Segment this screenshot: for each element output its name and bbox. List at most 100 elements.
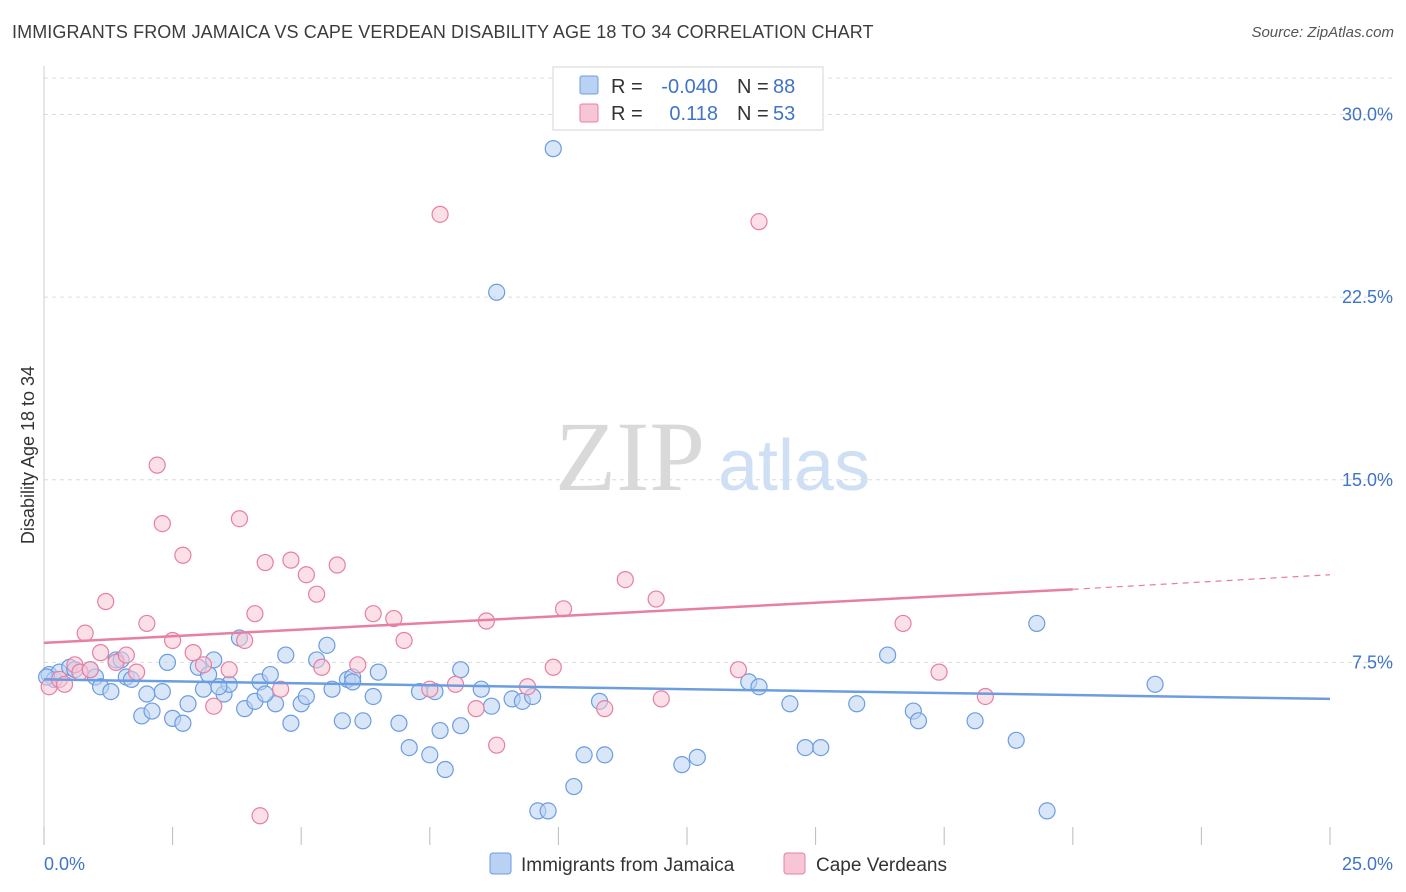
legend-swatch-cape-verdean: [579, 103, 599, 123]
point-cape-verdean-52: [976, 687, 994, 706]
point-jamaica-65: [596, 746, 614, 764]
y-tick-labels: 7.5% 15.0% 22.5% 30.0%: [1342, 105, 1393, 673]
bottom-legend-label-cape-verdean: Cape Verdeans: [816, 855, 947, 876]
point-jamaica-62: [565, 777, 583, 796]
point-cape-verdean-11: [127, 663, 146, 681]
point-jamaica-76: [909, 712, 928, 730]
point-cape-verdean-35: [421, 680, 439, 698]
point-cape-verdean-10: [117, 646, 135, 664]
y-tick-label-0: 7.5%: [1352, 652, 1393, 672]
legend-r-label-2: R =: [611, 103, 643, 125]
point-jamaica-61: [539, 802, 557, 820]
point-cape-verdean-28: [308, 585, 326, 603]
point-cape-verdean-21: [230, 510, 249, 528]
point-cape-verdean-20: [220, 661, 238, 679]
point-cape-verdean-32: [364, 605, 382, 623]
y-tick-label-2: 22.5%: [1342, 287, 1393, 307]
point-cape-verdean-51: [930, 663, 948, 681]
grid-lines: [44, 77, 1392, 663]
chart-title: IMMIGRANTS FROM JAMAICA VS CAPE VERDEAN …: [12, 22, 874, 42]
point-jamaica-44: [369, 663, 387, 681]
point-jamaica-82: [544, 140, 562, 158]
point-jamaica-56: [488, 283, 506, 301]
point-jamaica-13: [138, 685, 156, 703]
point-jamaica-63: [575, 746, 593, 764]
trend-line-dashed-cape-verdean: [1072, 574, 1331, 590]
point-cape-verdean-42: [544, 658, 562, 676]
point-jamaica-43: [364, 687, 382, 706]
point-cape-verdean-33: [385, 609, 403, 628]
point-jamaica-72: [812, 739, 830, 757]
point-cape-verdean-50: [894, 614, 912, 633]
x-tick-label-1: 25.0%: [1342, 854, 1393, 874]
point-jamaica-55: [482, 697, 501, 715]
point-cape-verdean-18: [194, 656, 213, 674]
data-points: [37, 140, 1164, 825]
point-jamaica-86: [256, 685, 274, 703]
legend-n-value-1: 88: [773, 76, 795, 98]
legend-n-value-2: 53: [773, 103, 795, 125]
point-cape-verdean-23: [246, 605, 264, 623]
point-jamaica-32: [277, 646, 295, 664]
bottom-legend-label-jamaica: Immigrants from Jamaica: [521, 855, 735, 876]
watermark-zip: ZIP: [555, 401, 705, 512]
point-cape-verdean-27: [297, 566, 315, 584]
point-cape-verdean-31: [349, 656, 367, 674]
point-jamaica-53: [452, 661, 470, 679]
point-cape-verdean-5: [76, 624, 94, 642]
point-jamaica-77: [966, 712, 984, 730]
point-jamaica-38: [323, 680, 341, 698]
bottom-legend: Immigrants from Jamaica Cape Verdeans: [489, 852, 947, 876]
point-cape-verdean-30: [328, 556, 346, 574]
point-jamaica-80: [1038, 802, 1056, 820]
point-jamaica-73: [848, 695, 866, 713]
x-tick-labels: 0.0% 25.0%: [44, 854, 1393, 874]
point-cape-verdean-6: [81, 661, 99, 679]
point-jamaica-8: [102, 682, 120, 701]
legend-n-label-1: N =: [737, 76, 769, 98]
point-cape-verdean-25: [272, 680, 290, 698]
point-cape-verdean-8: [97, 592, 115, 611]
point-cape-verdean-26: [282, 551, 300, 569]
point-jamaica-39: [333, 712, 351, 730]
watermark-atlas: atlas: [718, 426, 870, 506]
point-cape-verdean-36: [431, 205, 449, 223]
point-jamaica-71: [796, 739, 814, 757]
point-jamaica-66: [673, 756, 691, 774]
trend-lines: [43, 574, 1331, 701]
point-cape-verdean-14: [153, 514, 171, 533]
point-jamaica-15: [153, 682, 171, 701]
point-jamaica-74: [879, 646, 897, 664]
point-cape-verdean-29: [313, 658, 331, 676]
point-jamaica-19: [179, 695, 197, 713]
point-cape-verdean-16: [174, 546, 192, 564]
legend-r-value-1: -0.040: [661, 76, 718, 98]
point-cape-verdean-48: [729, 661, 748, 679]
point-cape-verdean-24: [256, 553, 274, 572]
point-cape-verdean-22: [236, 631, 254, 650]
bottom-legend-swatch-jamaica: [489, 852, 512, 875]
point-jamaica-46: [400, 739, 418, 757]
point-cape-verdean-38: [467, 700, 485, 718]
point-jamaica-54: [472, 680, 490, 698]
point-cape-verdean-12: [138, 614, 156, 633]
point-jamaica-51: [436, 760, 454, 779]
source-label: Source: ZipAtlas.com: [1251, 24, 1394, 41]
point-jamaica-78: [1007, 731, 1025, 749]
point-jamaica-35: [297, 687, 315, 706]
point-jamaica-45: [390, 714, 408, 732]
legend-r-label-1: R =: [611, 76, 643, 98]
point-jamaica-21: [194, 680, 213, 698]
point-jamaica-70: [781, 695, 799, 713]
point-jamaica-42: [354, 712, 372, 730]
point-cape-verdean-46: [647, 590, 665, 608]
point-cape-verdean-19: [205, 697, 223, 715]
point-cape-verdean-47: [652, 690, 670, 708]
legend-box: R = -0.040 N = 88 R = 0.118 N = 53: [552, 66, 824, 131]
y-tick-label-1: 15.0%: [1342, 470, 1393, 490]
point-jamaica-48: [421, 746, 439, 764]
point-jamaica-14: [143, 702, 161, 720]
point-jamaica-79: [1028, 614, 1046, 633]
point-cape-verdean-13: [148, 456, 166, 474]
